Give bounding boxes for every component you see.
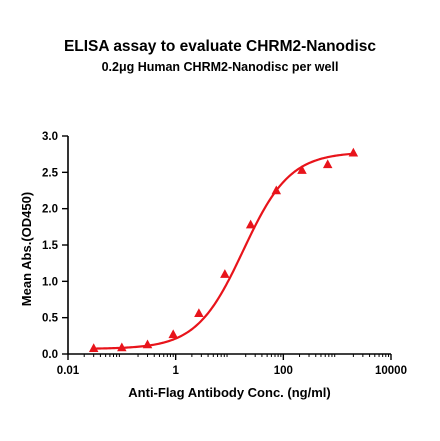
- y-axis-label: Mean Abs.(OD450): [19, 192, 34, 306]
- data-point-triangle: [142, 339, 153, 349]
- data-point-triangle: [168, 329, 178, 339]
- data-point-triangle: [297, 165, 307, 174]
- x-tick-label: 10000: [375, 365, 407, 377]
- x-tick-label: 1: [172, 365, 179, 377]
- y-tick-label: 2.0: [42, 204, 58, 216]
- data-point-triangle: [194, 308, 204, 318]
- data-point-triangle: [220, 269, 230, 278]
- data-point-triangle: [322, 159, 333, 169]
- x-tick-label: 0.01: [57, 365, 80, 377]
- data-point-triangle: [348, 147, 359, 157]
- chart-subtitle: 0.2μg Human CHRM2-Nanodisc per well: [101, 60, 339, 74]
- y-tick-label: 1.0: [42, 276, 58, 288]
- data-point-triangle: [245, 219, 256, 229]
- y-tick-label: 0.0: [42, 349, 58, 361]
- data-point-triangle: [117, 342, 127, 352]
- y-tick-label: 3.0: [42, 131, 58, 143]
- x-axis-label: Anti-Flag Antibody Conc. (ng/ml): [128, 385, 330, 400]
- x-tick-label: 100: [274, 365, 293, 377]
- data-point-triangle: [88, 343, 99, 352]
- y-tick-label: 1.5: [42, 240, 59, 252]
- y-tick-label: 0.5: [42, 313, 59, 325]
- y-tick-label: 2.5: [42, 167, 59, 179]
- chart-title: ELISA assay to evaluate CHRM2-Nanodisc: [63, 38, 377, 55]
- fit-curve: [93, 152, 354, 350]
- data-point-triangle: [271, 185, 282, 195]
